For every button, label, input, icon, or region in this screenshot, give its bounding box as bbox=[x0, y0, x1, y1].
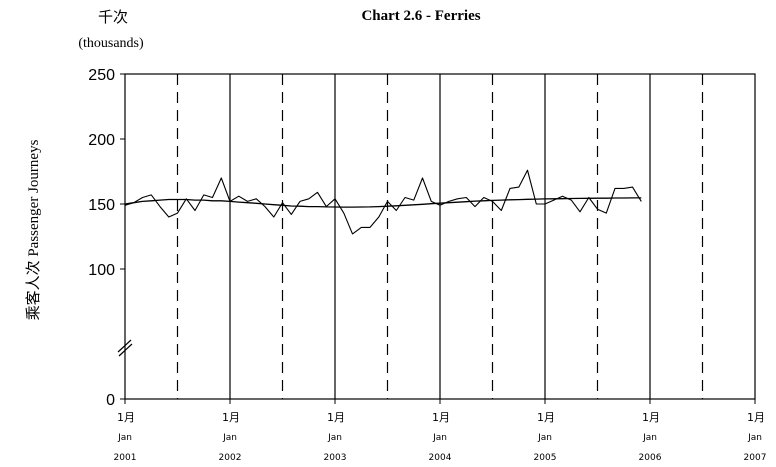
y-axis-label: 乘客人次 Passenger Journeys bbox=[25, 139, 42, 320]
unit-label-zh: 千次 bbox=[98, 8, 128, 26]
x-tick-month-en: Jan bbox=[222, 433, 237, 443]
x-tick-month-en: Jan bbox=[117, 433, 132, 443]
y-tick-label: 100 bbox=[88, 262, 115, 279]
y-tick-label: 0 bbox=[106, 392, 115, 409]
x-tick-month-zh: 1月 bbox=[747, 411, 765, 424]
unit-label-en: (thousands) bbox=[78, 36, 144, 51]
x-tick-month-zh: 1月 bbox=[537, 411, 555, 424]
y-axis-break bbox=[117, 339, 133, 357]
x-tick-month-zh: 1月 bbox=[432, 411, 450, 424]
x-tick-year: 2003 bbox=[324, 453, 347, 463]
series-line-monthly bbox=[124, 169, 642, 235]
x-tick-year: 2002 bbox=[219, 453, 242, 463]
x-tick-month-zh: 1月 bbox=[642, 411, 660, 424]
x-tick-month-en: Jan bbox=[747, 433, 762, 443]
x-tick-year: 2006 bbox=[639, 453, 662, 463]
y-tick-label: 150 bbox=[88, 197, 115, 214]
chart-title: Chart 2.6 - Ferries bbox=[361, 8, 480, 24]
x-tick-year: 2001 bbox=[114, 453, 137, 463]
x-tick-year: 2004 bbox=[429, 453, 452, 463]
x-tick-month-zh: 1月 bbox=[222, 411, 240, 424]
x-tick-month-en: Jan bbox=[327, 433, 342, 443]
x-tick-month-en: Jan bbox=[537, 433, 552, 443]
x-tick-month-zh: 1月 bbox=[327, 411, 345, 424]
x-tick-month-en: Jan bbox=[642, 433, 657, 443]
series-line-trend bbox=[124, 197, 642, 208]
y-tick-label: 250 bbox=[88, 67, 115, 84]
x-tick-month-en: Jan bbox=[432, 433, 447, 443]
x-tick-year: 2005 bbox=[534, 453, 557, 463]
y-tick-label: 200 bbox=[88, 132, 115, 149]
x-tick-month-zh: 1月 bbox=[117, 411, 135, 424]
x-tick-year: 2007 bbox=[744, 453, 767, 463]
